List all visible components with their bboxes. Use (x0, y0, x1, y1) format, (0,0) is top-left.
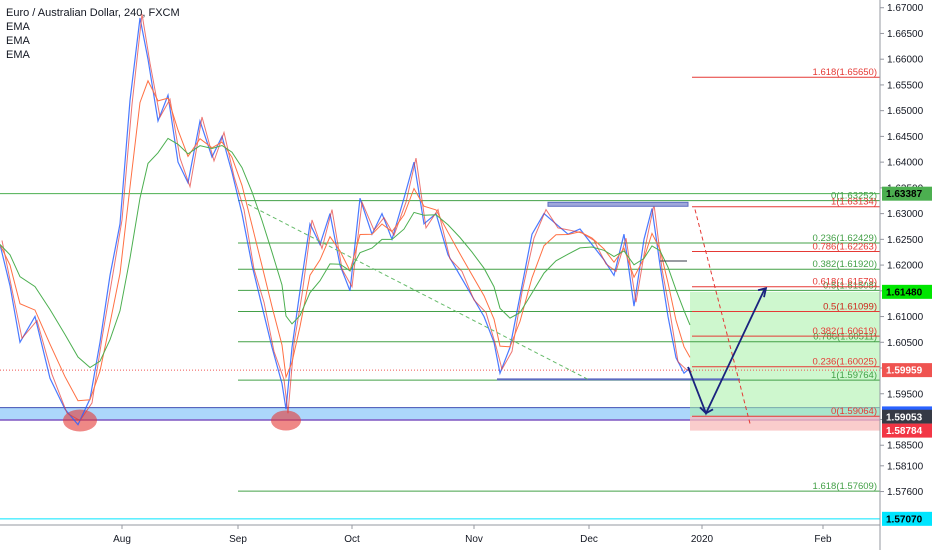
indicator-ema-2: EMA (6, 35, 30, 47)
price-tag-box (882, 511, 932, 526)
forecast-arrow-tip (699, 406, 714, 415)
y-tick-label: 1.60500 (887, 338, 924, 349)
price-tag-box (882, 423, 932, 438)
low-marker-ellipse (271, 410, 301, 431)
x-tick-label: Feb (814, 534, 832, 545)
x-axis: Aug Sep Oct Nov Dec 2020 Feb (0, 524, 880, 545)
fib-red-label: 0.5(1.61099) (823, 301, 877, 312)
fib-green-label: 0.382(1.61920) (813, 259, 877, 270)
x-tick-label: Nov (465, 534, 483, 545)
support-zone (0, 407, 880, 420)
fib-red-label: 0(1.59064) (831, 406, 877, 417)
indicator-ema-1: EMA (6, 21, 30, 33)
fib-green-label: 0(1.63252) (831, 191, 877, 202)
price-bars-line (1, 13, 693, 422)
x-tick-label: Sep (229, 534, 247, 545)
trendline (247, 203, 591, 381)
y-tick-label: 1.58500 (887, 441, 924, 452)
fib-red-label: 0.618(1.61579) (813, 277, 877, 288)
price-tag-box (882, 284, 932, 299)
fib-levels: 0(1.63252) 0.236(1.62429) 0.382(1.61920) 0.… (238, 67, 880, 492)
price-tags: 1.633871.614801.599591.591181.590531.587… (882, 186, 932, 526)
fib-green-label: 0.236(1.62429) (813, 233, 877, 244)
annotations (247, 201, 768, 424)
y-tick-label: 1.66500 (887, 29, 924, 40)
y-tick-label: 1.64000 (887, 158, 924, 169)
price-tag-label: 1.59053 (886, 412, 923, 423)
y-tick-label: 1.57600 (887, 487, 924, 498)
legend: Euro / Australian Dollar, 240, FXCM EMA … (6, 6, 180, 62)
chart-title: Euro / Australian Dollar, 240, FXCM (6, 7, 180, 19)
fib-projection-line (694, 209, 751, 424)
price-tag-label: 1.63387 (886, 189, 923, 200)
price-tag-box (882, 363, 932, 378)
fib-green-label: 1(1.59764) (831, 370, 877, 381)
ema-fast-line (0, 79, 691, 402)
fib-green-label: 0.5(1.61099) (823, 301, 877, 312)
x-tick-label: Oct (344, 534, 360, 545)
fib-red-label: 1(1.63134) (831, 197, 877, 208)
price-tag-box (882, 409, 932, 424)
x-tick-label: Aug (113, 534, 131, 545)
range-top-box (547, 201, 689, 207)
ema-slow-line (0, 137, 691, 369)
fib-red-label: 0.786(1.62263) (813, 242, 877, 253)
y-tick-label: 1.66000 (887, 55, 924, 66)
forecast-arrow-head (757, 287, 768, 298)
y-tick-label: 1.62500 (887, 235, 924, 246)
price-tag-label: 1.57070 (886, 514, 923, 525)
y-tick-label: 1.58100 (887, 461, 924, 472)
y-tick-label: 1.62000 (887, 261, 924, 272)
x-tick-label: 2020 (691, 534, 714, 545)
y-tick-label: 1.65000 (887, 106, 924, 117)
price-tag-box (882, 186, 932, 201)
y-tick-label: 1.59500 (887, 389, 924, 400)
y-tick-label: 1.64500 (887, 132, 924, 143)
price-line (0, 17, 691, 426)
fib-green-label: 1.618(1.57609) (813, 481, 877, 492)
indicator-ema-3: EMA (6, 49, 30, 61)
price-series (0, 13, 693, 426)
fib-red-label: 0.382(1.60619) (813, 326, 877, 337)
y-tick-label: 1.65500 (887, 80, 924, 91)
y-tick-label: 1.61000 (887, 312, 924, 323)
zones (0, 291, 880, 432)
fib-green-label: 0.786(1.60511) (813, 332, 877, 343)
x-tick-label: Dec (580, 534, 598, 545)
stop-zone (690, 416, 880, 431)
fib-red-label: 1.618(1.65650) (813, 67, 877, 78)
price-tag-label: 1.59959 (886, 366, 923, 377)
y-tick-label: 1.67000 (887, 3, 924, 14)
horizontal-lines (0, 193, 880, 520)
price-tag-label: 1.61480 (886, 287, 923, 298)
y-tick-label: 1.63000 (887, 209, 924, 220)
fib-green-label: 0.5(1.61508) (823, 280, 877, 291)
fib-red-label: 0.236(1.60025) (813, 357, 877, 368)
price-tag-label: 1.58784 (886, 426, 923, 437)
